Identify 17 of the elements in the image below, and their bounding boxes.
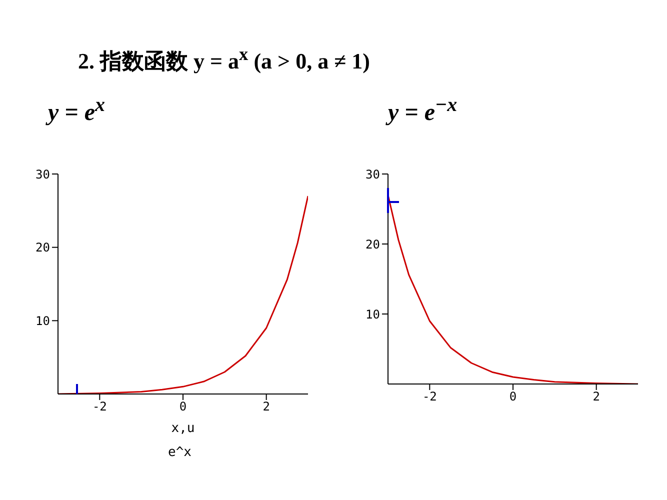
y-tick-label: 30 xyxy=(36,167,50,182)
x-axis-title: x,u xyxy=(171,421,195,436)
chart-subtitle: y = e$^{x}$ xyxy=(44,94,106,128)
chart-title: 2. 指数函数 y = a$^{x}$ (a > 0, a ≠ 1) xyxy=(77,43,371,76)
x-tick-label: 2 xyxy=(262,400,270,414)
x-tick-label: -2 xyxy=(92,400,107,414)
text: e^x xyxy=(168,445,192,460)
x-tick-label: 0 xyxy=(509,390,517,404)
x-tick-label: -2 xyxy=(422,390,437,404)
chart-subtitle: y = e$^{−x}$ xyxy=(384,94,458,128)
y-tick-label: 20 xyxy=(36,240,50,255)
x-tick-label: 0 xyxy=(179,400,187,414)
y-tick-label: 20 xyxy=(366,237,380,252)
y-tick-label: 10 xyxy=(36,314,50,328)
x-tick-label: 2 xyxy=(592,390,600,404)
y-tick-label: 10 xyxy=(366,307,380,322)
y-tick-label: 30 xyxy=(366,167,380,182)
